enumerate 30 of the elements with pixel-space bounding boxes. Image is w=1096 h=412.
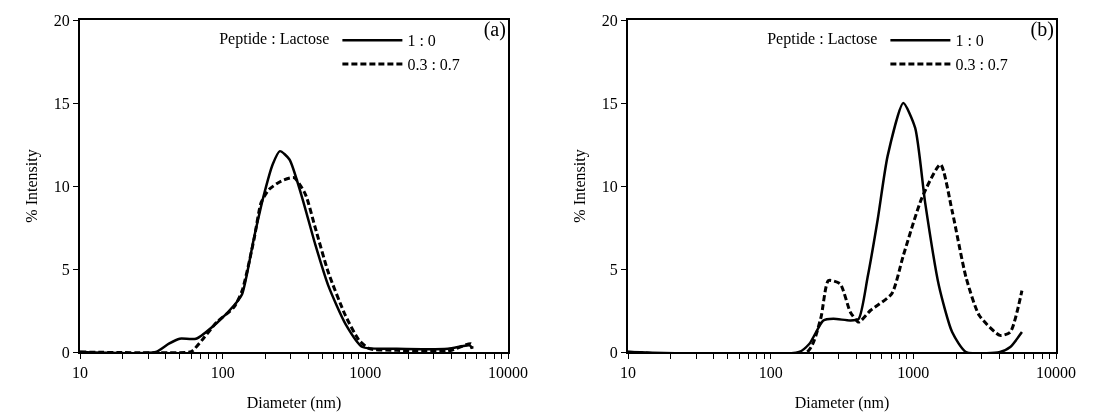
y-tick-label: 20 bbox=[53, 11, 70, 29]
legend-label: 1 : 0 bbox=[407, 32, 436, 50]
y-tick-label: 5 bbox=[609, 260, 618, 278]
x-tick-label: 1000 bbox=[349, 364, 382, 382]
chart-title: (b) bbox=[1030, 17, 1054, 41]
chart-title: (a) bbox=[483, 17, 506, 41]
x-tick-label: 10000 bbox=[488, 364, 528, 382]
legend-label: 0.3 : 0.7 bbox=[955, 56, 1008, 74]
y-tick-label: 10 bbox=[53, 177, 70, 195]
legend-title: Peptide : Lactose bbox=[767, 30, 878, 49]
y-tick-label: 5 bbox=[61, 260, 70, 278]
y-tick-label: 15 bbox=[601, 94, 618, 112]
y-axis-title: % Intensity bbox=[571, 149, 589, 223]
y-axis-title: % Intensity bbox=[23, 149, 41, 223]
x-tick-label: 100 bbox=[210, 364, 235, 382]
y-tick-label: 10 bbox=[601, 177, 618, 195]
y-tick-label: 0 bbox=[609, 343, 618, 361]
x-tick-label: 1000 bbox=[897, 364, 930, 382]
x-axis-title: Diameter (nm) bbox=[246, 394, 342, 412]
x-tick-label: 10 bbox=[620, 364, 636, 382]
x-axis-title: Diameter (nm) bbox=[794, 394, 890, 412]
x-tick-label: 100 bbox=[758, 364, 783, 382]
y-tick-label: 20 bbox=[601, 11, 618, 29]
y-tick-label: 15 bbox=[53, 94, 70, 112]
y-tick-label: 0 bbox=[61, 343, 70, 361]
x-tick-label: 10 bbox=[72, 364, 88, 382]
x-tick-label: 10000 bbox=[1036, 364, 1076, 382]
legend-label: 0.3 : 0.7 bbox=[407, 56, 460, 74]
legend-label: 1 : 0 bbox=[955, 32, 984, 50]
legend-title: Peptide : Lactose bbox=[219, 30, 330, 49]
